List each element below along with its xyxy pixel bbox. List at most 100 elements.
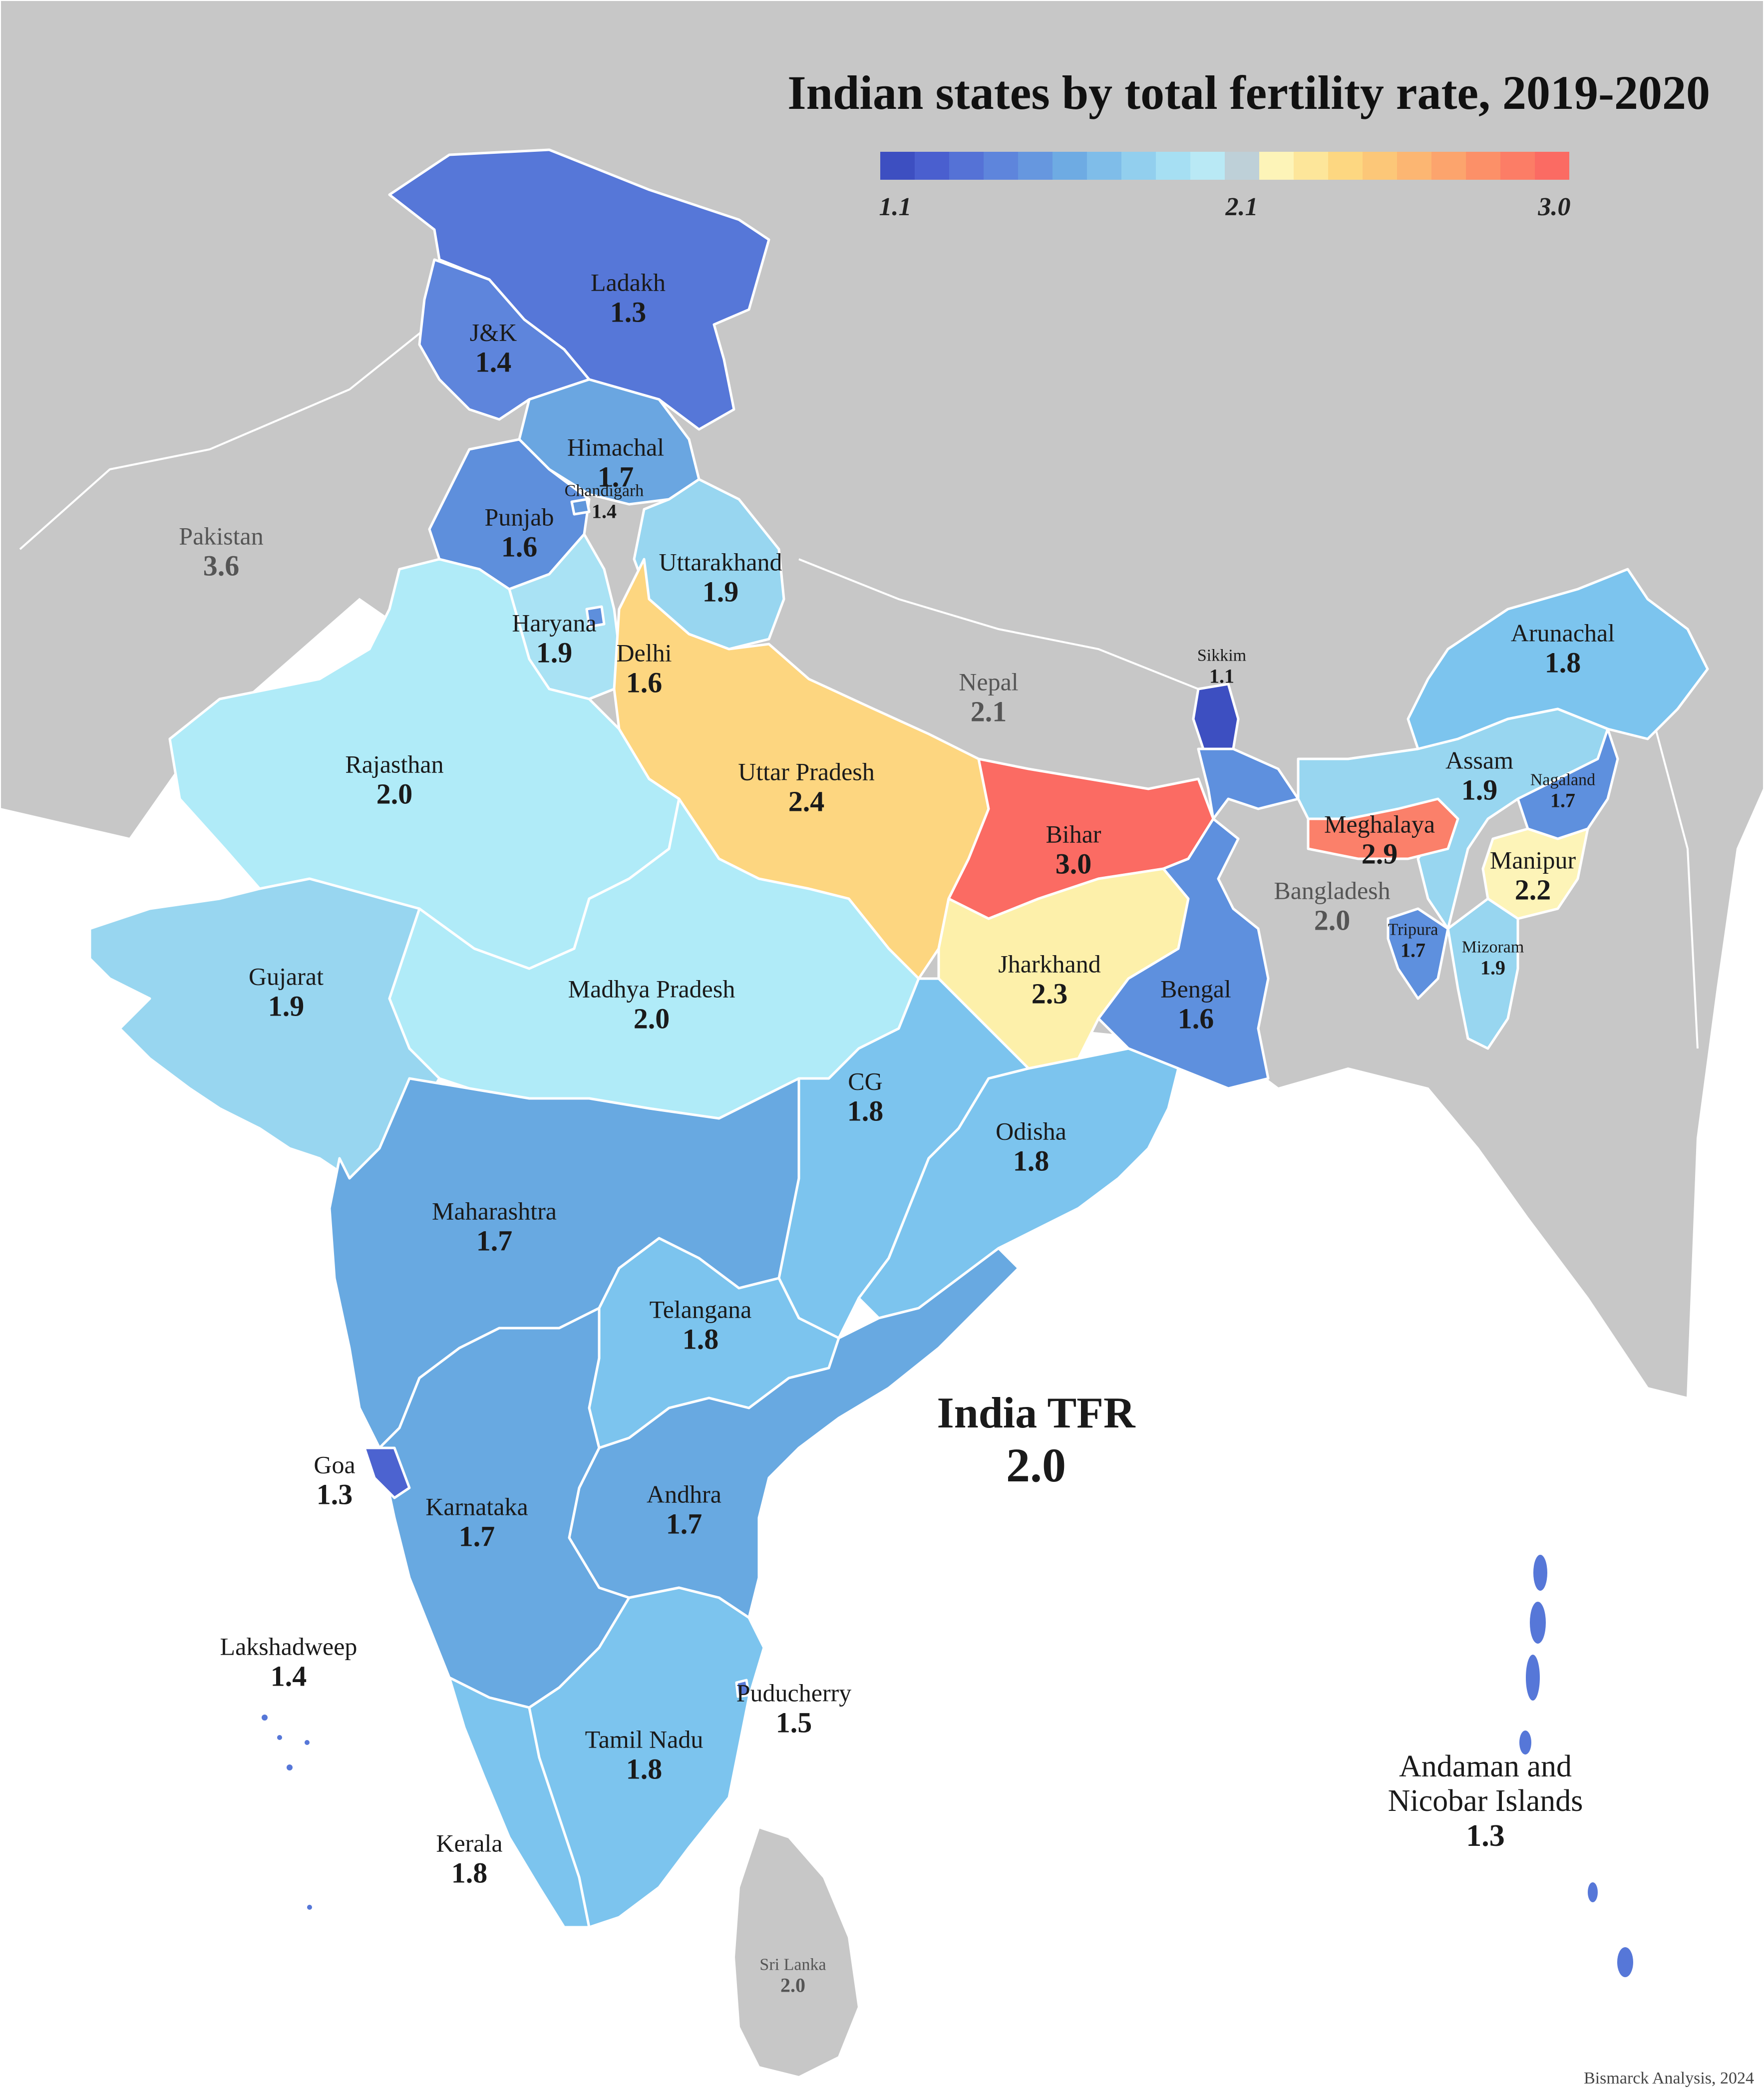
state-sikkim xyxy=(1192,683,1240,750)
legend-swatch-14 xyxy=(1363,152,1397,180)
legend-swatch-0 xyxy=(880,152,915,180)
label-pakistan: Pakistan 3.6 xyxy=(179,522,264,582)
label-himachal: Himachal 1.7 xyxy=(567,433,665,493)
label-chandigarh: Chandigarh 1.4 xyxy=(564,481,644,523)
label-uttarakhand: Uttarakhand 1.9 xyxy=(659,548,782,608)
state-meghalaya xyxy=(1307,797,1459,860)
label-meghalaya: Meghalaya 2.9 xyxy=(1324,810,1435,870)
legend-swatch-3 xyxy=(984,152,1018,180)
label-jharkhand: Jharkhand 2.3 xyxy=(998,950,1101,1010)
state-bengal xyxy=(1097,817,1270,1090)
label-tamil-nadu: Tamil Nadu 1.8 xyxy=(585,1725,704,1785)
lakshadweep-island-2 xyxy=(277,1735,282,1740)
andaman-island-3 xyxy=(1526,1655,1540,1701)
legend-swatch-8 xyxy=(1156,152,1190,180)
label-arunachal: Arunachal 1.8 xyxy=(1510,619,1615,679)
label-andhra: Andhra 1.7 xyxy=(647,1480,721,1540)
label-sri-lanka: Sri Lanka 2.0 xyxy=(759,1955,826,1997)
label-telangana: Telangana 1.8 xyxy=(649,1295,752,1356)
source-credit: Bismarck Analysis, 2024 xyxy=(1584,2069,1754,2088)
label-ladakh: Ladakh 1.3 xyxy=(591,268,666,329)
legend-swatch-10 xyxy=(1225,152,1259,180)
label-bengal: Bengal 1.6 xyxy=(1160,975,1231,1035)
label-maharashtra: Maharashtra 1.7 xyxy=(432,1197,557,1257)
state-manipur xyxy=(1481,827,1589,920)
label-assam: Assam 1.9 xyxy=(1445,746,1514,806)
label-karnataka: Karnataka 1.7 xyxy=(425,1492,528,1553)
state-mizoram xyxy=(1446,897,1519,1050)
map-title: Indian states by total fertility rate, 2… xyxy=(787,66,1710,119)
lakshadweep-island-1 xyxy=(262,1715,268,1721)
label-cg: CG 1.8 xyxy=(847,1067,884,1127)
legend-mid-label: 2.1 xyxy=(1225,193,1258,221)
legend-swatch-9 xyxy=(1190,152,1225,180)
label-haryana: Haryana 1.9 xyxy=(512,609,597,669)
label-bangladesh: Bangladesh 2.0 xyxy=(1274,876,1391,937)
label-sikkim: Sikkim 1.1 xyxy=(1197,646,1247,688)
label-goa: Goa 1.3 xyxy=(314,1450,355,1511)
label-lakshadweep: Lakshadweep 1.4 xyxy=(220,1632,357,1693)
label-kerala: Kerala 1.8 xyxy=(436,1829,503,1889)
state-goa xyxy=(363,1446,411,1499)
label-nepal: Nepal 2.1 xyxy=(959,668,1019,728)
legend-swatch-5 xyxy=(1053,152,1087,180)
legend-min-label: 1.1 xyxy=(879,193,912,221)
legend-max-label: 3.0 xyxy=(1538,193,1571,221)
nicobar-island-1 xyxy=(1588,1882,1598,1902)
sri-lanka-land xyxy=(732,1826,860,2079)
state-delhi xyxy=(585,605,606,628)
state-tripura xyxy=(1387,907,1449,1000)
label-punjab: Punjab 1.6 xyxy=(484,503,554,563)
legend-swatch-17 xyxy=(1466,152,1500,180)
label-rajasthan: Rajasthan 2.0 xyxy=(345,750,444,810)
state-west-bengal-north xyxy=(1197,747,1300,820)
label-gujarat: Gujarat 1.9 xyxy=(249,962,324,1023)
andaman-island-2 xyxy=(1530,1602,1546,1644)
legend-swatch-16 xyxy=(1431,152,1466,180)
legend-swatch-19 xyxy=(1535,152,1569,180)
legend-swatch-7 xyxy=(1121,152,1156,180)
state-tamil-nadu xyxy=(528,1586,765,1929)
color-legend xyxy=(880,152,1569,180)
label-mizoram: Mizoram 1.9 xyxy=(1461,938,1524,979)
label-uttar-pradesh: Uttar Pradesh 2.4 xyxy=(738,757,875,818)
legend-swatch-6 xyxy=(1087,152,1121,180)
label-madhya-pradesh: Madhya Pradesh 2.0 xyxy=(568,975,735,1035)
nepal-border-line xyxy=(798,558,1199,690)
andaman-island-1 xyxy=(1533,1555,1547,1591)
nicobar-island-2 xyxy=(1617,1947,1633,1977)
label-bihar: Bihar 3.0 xyxy=(1046,820,1101,880)
legend-swatch-15 xyxy=(1397,152,1431,180)
lakshadweep-island-4 xyxy=(305,1740,310,1745)
legend-swatch-4 xyxy=(1018,152,1053,180)
legend-swatch-1 xyxy=(915,152,949,180)
state-chandigarh xyxy=(570,498,591,516)
myanmar-border-line xyxy=(1647,698,1699,1049)
legend-swatch-12 xyxy=(1294,152,1328,180)
andaman-island-4 xyxy=(1519,1731,1531,1754)
lakshadweep-island-5 xyxy=(307,1905,312,1910)
label-jk: J&K 1.4 xyxy=(469,318,517,378)
state-karnataka xyxy=(378,1307,631,1709)
label-manipur: Manipur 2.2 xyxy=(1489,846,1576,906)
state-arunachal xyxy=(1407,568,1709,750)
label-nagaland: Nagaland 1.7 xyxy=(1530,770,1596,812)
legend-swatch-13 xyxy=(1328,152,1363,180)
island-groups xyxy=(262,1555,1633,1977)
label-tripura: Tripura 1.7 xyxy=(1388,920,1438,962)
lakshadweep-island-3 xyxy=(287,1764,293,1770)
label-puducherry: Puducherry 1.5 xyxy=(736,1679,852,1739)
legend-swatch-11 xyxy=(1259,152,1294,180)
indian-states xyxy=(88,148,1709,1929)
state-jk xyxy=(418,258,591,421)
india-tfr-total: India TFR 2.0 xyxy=(937,1389,1135,1492)
state-chhattisgarh xyxy=(777,977,1030,1340)
label-odisha: Odisha 1.8 xyxy=(996,1117,1066,1177)
legend-swatch-18 xyxy=(1500,152,1535,180)
label-andaman-nicobar: Andaman and Nicobar Islands 1.3 xyxy=(1388,1749,1583,1853)
state-puducherry xyxy=(735,1679,750,1698)
label-delhi: Delhi 1.6 xyxy=(616,639,672,699)
legend-swatch-2 xyxy=(949,152,984,180)
